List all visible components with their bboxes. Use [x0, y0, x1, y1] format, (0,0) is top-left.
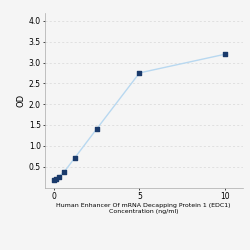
- Point: [57, 175, 61, 179]
- Point: [52, 178, 56, 182]
- Point: [223, 52, 227, 56]
- Point: [94, 127, 98, 131]
- Point: [62, 170, 66, 174]
- Point: [73, 156, 77, 160]
- Y-axis label: OD: OD: [17, 94, 26, 106]
- Point: [138, 71, 141, 75]
- Point: [54, 177, 58, 181]
- X-axis label: Human Enhancer Of mRNA Decapping Protein 1 (EDC1)
Concentration (ng/ml): Human Enhancer Of mRNA Decapping Protein…: [56, 204, 231, 214]
